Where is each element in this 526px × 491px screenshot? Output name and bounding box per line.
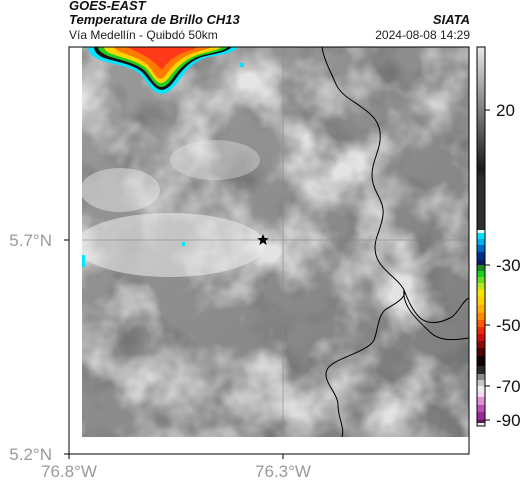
satellite-title: GOES-EAST: [69, 0, 146, 13]
brightness-temperature-image: [82, 47, 469, 437]
department-borders: [321, 47, 469, 437]
colorbar: [476, 46, 490, 427]
datetime-label: 2024-08-08 14:29: [375, 28, 470, 42]
cold-cloud-top: [82, 47, 244, 267]
colorbar-tick-label: 20: [496, 101, 515, 120]
product-title: Temperatura de Brillo CH13: [69, 12, 240, 27]
axis-ticks: [64, 239, 284, 459]
lon-tick-label: 76.8°W: [41, 462, 97, 481]
lat-tick-label: 5.2°N: [9, 445, 52, 464]
lat-tick-label: 5.7°N: [9, 231, 52, 250]
colorbar-tick-label: -70: [496, 377, 521, 396]
colorbar-tick-label: -50: [496, 316, 521, 335]
star-icon: [257, 234, 269, 245]
route-subtitle: Vía Medellín - Quibdó 50km: [69, 28, 218, 42]
map-frame: [68, 46, 470, 455]
colorbar-tick-label: -90: [496, 411, 521, 430]
colorbar-tick-label: -30: [496, 256, 521, 275]
org-label: SIATA: [432, 12, 470, 27]
gridlines: [82, 47, 469, 437]
lon-tick-label: 76.3°W: [255, 462, 311, 481]
